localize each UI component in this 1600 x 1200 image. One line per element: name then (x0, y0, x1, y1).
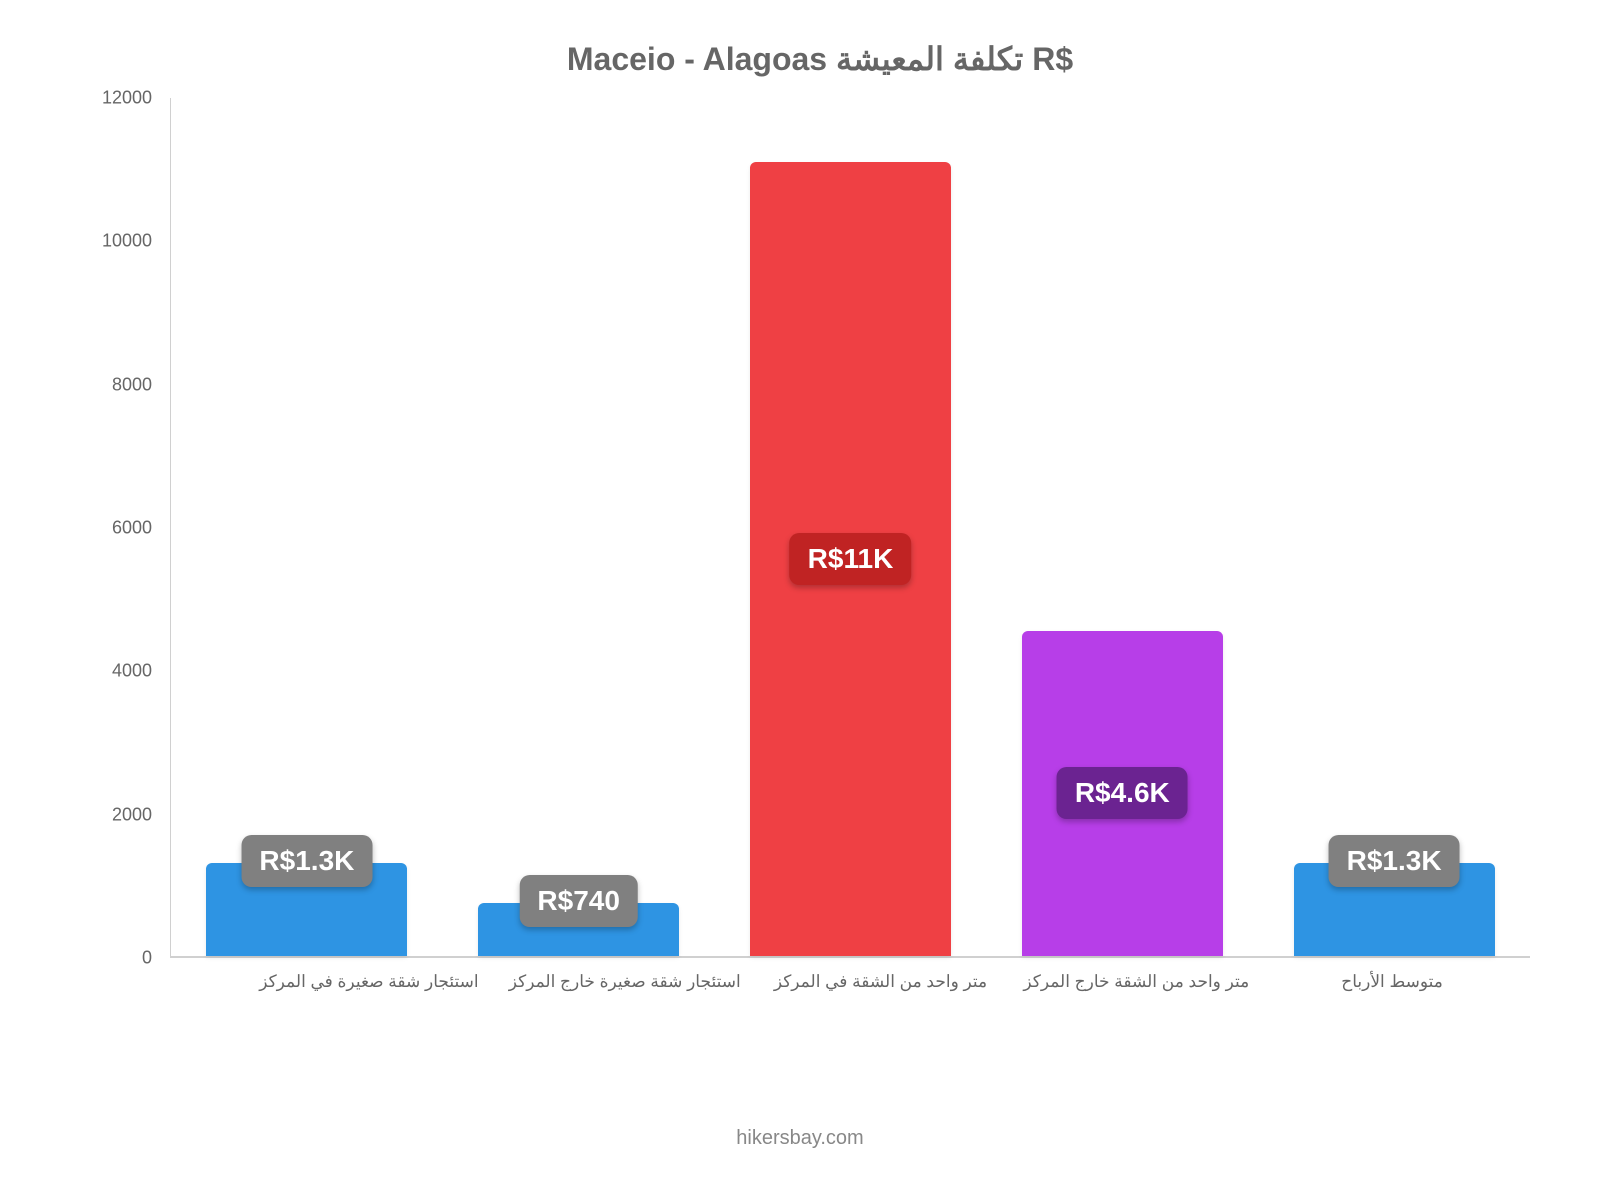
bar-value-label: R$740 (519, 875, 638, 927)
y-tick: 2000 (92, 804, 152, 825)
x-label: استئجار شقة صغيرة خارج المركز (497, 972, 753, 992)
y-tick: 4000 (92, 661, 152, 682)
y-tick: 6000 (92, 518, 152, 539)
x-label: متر واحد من الشقة في المركز (753, 972, 1009, 992)
x-labels-group: استئجار شقة صغيرة في المركزاستئجار شقة ص… (241, 972, 1520, 992)
bar: R$4.6K (1022, 631, 1223, 956)
bar-value-label: R$4.6K (1057, 767, 1188, 819)
bar: R$1.3K (1294, 863, 1495, 956)
plot-area: R$1.3KR$740R$11KR$4.6KR$1.3K استئجار شقة… (170, 98, 1530, 958)
chart-footer: hikersbay.com (0, 1127, 1600, 1150)
y-tick: 10000 (92, 231, 152, 252)
bar-slot: R$1.3K (171, 98, 443, 956)
bars-group: R$1.3K R$740 R$11K R$4.6K R$1.3K (171, 98, 1530, 956)
bar-slot: R$11K (715, 98, 987, 956)
x-label: متر واحد من الشقة خارج المركز (1008, 972, 1264, 992)
bar-value-label: R$1.3K (1329, 835, 1460, 887)
bar-value-label: R$11K (790, 533, 912, 585)
x-label: استئجار شقة صغيرة في المركز (241, 972, 497, 992)
bar: R$740 (478, 903, 679, 956)
y-tick: 8000 (92, 374, 152, 395)
y-tick: 12000 (92, 88, 152, 109)
x-label: متوسط الأرباح (1264, 972, 1520, 992)
plot-wrap: 020004000600080001000012000 R$1.3KR$740R… (100, 98, 1540, 958)
chart-container: Maceio - Alagoas تكلفة المعيشة R$ 020004… (0, 0, 1600, 1200)
chart-title: Maceio - Alagoas تكلفة المعيشة R$ (100, 40, 1540, 78)
bar-slot: R$1.3K (1258, 98, 1530, 956)
bar-slot: R$740 (443, 98, 715, 956)
bar: R$11K (750, 162, 951, 956)
bar-slot: R$4.6K (986, 98, 1258, 956)
y-axis: 020004000600080001000012000 (100, 98, 160, 958)
bar: R$1.3K (206, 863, 407, 956)
bar-value-label: R$1.3K (241, 835, 372, 887)
y-tick: 0 (92, 948, 152, 969)
